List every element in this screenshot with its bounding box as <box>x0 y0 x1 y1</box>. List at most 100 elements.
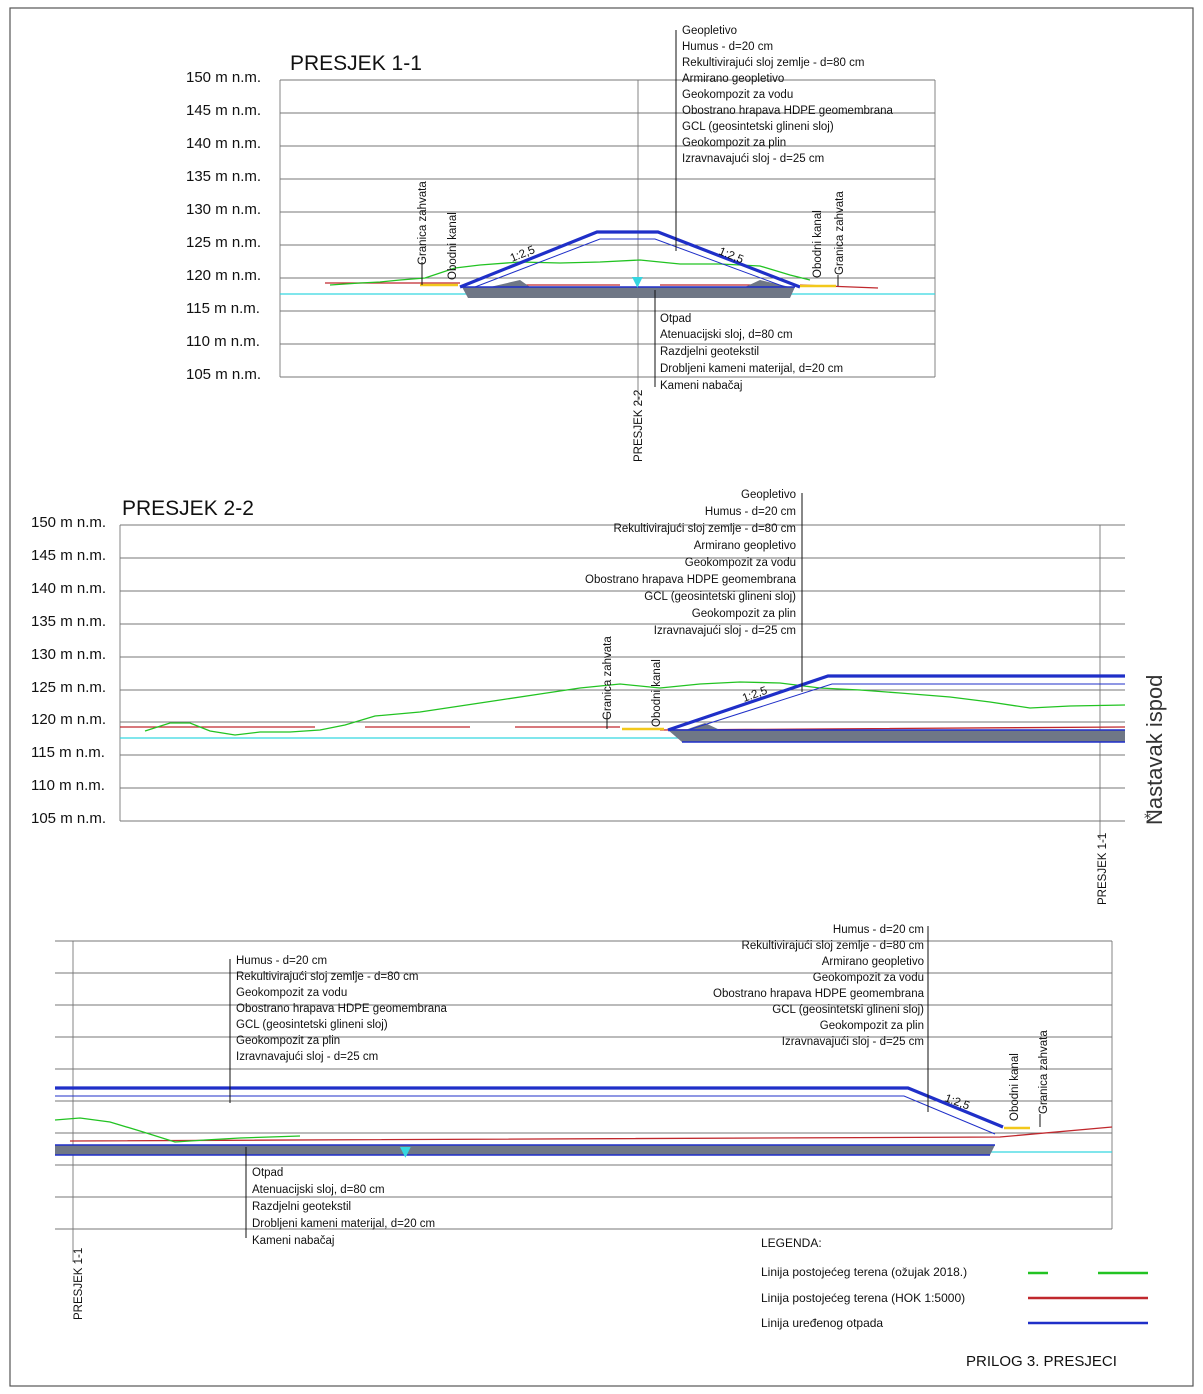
level-label: 140 m n.m. <box>31 580 106 597</box>
section-2-2-levels: 150 m n.m. 145 m n.m. 140 m n.m. 135 m n… <box>31 514 106 827</box>
level-label: 130 m n.m. <box>31 646 106 663</box>
cap-outline <box>55 1088 1003 1127</box>
label-granica-zahvata: Granica zahvata <box>834 191 846 275</box>
layer-label: Geopletivo <box>741 489 796 501</box>
layer-label: Izravnavajući sloj - d=25 cm <box>782 1036 924 1048</box>
cap-inner-outline <box>55 1096 995 1134</box>
layer-label: GCL (geosintetski glineni sloj) <box>772 1004 924 1016</box>
water-level-icon: ▼ <box>400 1144 411 1160</box>
level-label: 130 m n.m. <box>186 201 261 218</box>
layer-label: Humus - d=20 cm <box>236 955 327 967</box>
section-3-left-layers: Humus - d=20 cm Rekultivirajući sloj zem… <box>236 955 448 1063</box>
legend-title: LEGENDA: <box>761 1236 822 1250</box>
layer-label: Geokompozit za plin <box>692 608 796 620</box>
section-1-1-bottom-layers: Otpad Atenuacijski sloj, d=80 cm Razdjel… <box>660 313 843 392</box>
level-label: 150 m n.m. <box>186 69 261 86</box>
label-granica-zahvata: Granica zahvata <box>417 181 429 265</box>
cut-label-presjek-2-2: PRESJEK 2-2 <box>633 390 645 462</box>
waste-base-layer <box>55 1145 995 1155</box>
layer-label: Geokompozit za vodu <box>236 987 347 999</box>
label-obodni-kanal: Obodni kanal <box>447 212 459 280</box>
layer-label: Izravnavajući sloj - d=25 cm <box>682 153 824 165</box>
level-label: 105 m n.m. <box>31 810 106 827</box>
label-obodni-kanal: Obodni kanal <box>651 659 663 727</box>
continuation-note: Nastavak ispod <box>1142 675 1167 825</box>
layer-label: Humus - d=20 cm <box>682 41 773 53</box>
layer-label: Geopletivo <box>682 25 737 37</box>
layer-label: Razdjelni geotekstil <box>252 1201 351 1213</box>
layer-label: Atenuacijski sloj, d=80 cm <box>660 329 793 341</box>
level-label: 125 m n.m. <box>31 679 106 696</box>
section-1-1-top-layers: Geopletivo Humus - d=20 cm Rekultiviraju… <box>682 25 894 165</box>
layer-label: Rekultivirajući sloj zemlje - d=80 cm <box>682 57 864 69</box>
layer-label: Kameni nabačaj <box>660 380 742 392</box>
label-granica-zahvata: Granica zahvata <box>602 636 614 720</box>
section-2-2-title: PRESJEK 2-2 <box>122 497 254 520</box>
layer-label: GCL (geosintetski glineni sloj) <box>236 1019 388 1031</box>
layer-label: Drobljeni kameni materijal, d=20 cm <box>252 1218 435 1230</box>
section-3-bottom-layers: Otpad Atenuacijski sloj, d=80 cm Razdjel… <box>252 1167 435 1247</box>
label-granica-zahvata: Granica zahvata <box>1038 1030 1050 1114</box>
waste-base-layer <box>462 287 795 298</box>
drawing-caption: PRILOG 3. PRESJECI <box>966 1353 1117 1370</box>
level-label: 150 m n.m. <box>31 514 106 531</box>
layer-label: Rekultivirajući sloj zemlje - d=80 cm <box>742 940 924 952</box>
legend-item-label: Linija postojećeg terena (ožujak 2018.) <box>761 1265 967 1279</box>
section-1-1-title: PRESJEK 1-1 <box>290 52 422 75</box>
level-label: 145 m n.m. <box>31 547 106 564</box>
layer-label: Drobljeni kameni materijal, d=20 cm <box>660 363 843 375</box>
layer-label: Armirano geopletivo <box>822 956 924 968</box>
layer-label: Izravnavajući sloj - d=25 cm <box>654 625 796 637</box>
layer-label: Humus - d=20 cm <box>705 506 796 518</box>
layer-label: Obostrano hrapava HDPE geomembrana <box>585 574 797 586</box>
layer-label: Geokompozit za vodu <box>682 89 793 101</box>
level-label: 105 m n.m. <box>186 366 261 383</box>
cut-label-presjek-1-1: PRESJEK 1-1 <box>73 1248 85 1320</box>
waste-base-layer <box>668 730 1125 742</box>
layer-label: Geokompozit za plin <box>236 1035 340 1047</box>
legend-item-label: Linija uređenog otpada <box>761 1316 883 1330</box>
section-1-1-levels: 150 m n.m. 145 m n.m. 140 m n.m. 135 m n… <box>186 69 261 383</box>
legend: LEGENDA: Linija postojećeg terena (ožuja… <box>761 1236 1148 1330</box>
layer-label: Geokompozit za vodu <box>813 972 924 984</box>
layer-label: Obostrano hrapava HDPE geomembrana <box>682 105 894 117</box>
level-label: 120 m n.m. <box>31 711 106 728</box>
asterisk-icon: * <box>1144 811 1151 827</box>
level-label: 140 m n.m. <box>186 135 261 152</box>
level-label: 115 m n.m. <box>186 300 260 317</box>
level-label: 135 m n.m. <box>31 613 106 630</box>
layer-label: Geokompozit za plin <box>820 1020 924 1032</box>
label-obodni-kanal: Obodni kanal <box>812 210 824 278</box>
layer-label: Razdjelni geotekstil <box>660 346 759 358</box>
level-label: 115 m n.m. <box>31 744 105 761</box>
layer-label: Kameni nabačaj <box>252 1235 334 1247</box>
level-label: 110 m n.m. <box>186 333 260 350</box>
berm-left <box>490 280 530 287</box>
survey-terrain-line <box>55 1118 300 1142</box>
cut-label-presjek-1-1: PRESJEK 1-1 <box>1097 833 1109 905</box>
section-continuation: ▼ 1:2,5 Obodni kanal Granica zahvata Hum… <box>55 924 1112 1320</box>
layer-label: Humus - d=20 cm <box>833 924 924 936</box>
level-label: 110 m n.m. <box>31 777 105 794</box>
layer-label: Rekultivirajući sloj zemlje - d=80 cm <box>614 523 796 535</box>
layer-label: Otpad <box>252 1167 283 1179</box>
layer-label: Geokompozit za plin <box>682 137 786 149</box>
section-2-2: PRESJEK 2-2 150 m n.m. 145 m n.m. 140 m … <box>31 489 1167 905</box>
layer-label: Otpad <box>660 313 691 325</box>
level-label: 135 m n.m. <box>186 168 261 185</box>
layer-label: Obostrano hrapava HDPE geomembrana <box>236 1003 448 1015</box>
legend-item-label: Linija postojećeg terena (HOK 1:5000) <box>761 1291 965 1305</box>
level-label: 125 m n.m. <box>186 234 261 251</box>
section-2-2-gridlines <box>120 525 1125 840</box>
layer-label: Geokompozit za vodu <box>685 557 796 569</box>
layer-label: Armirano geopletivo <box>694 540 796 552</box>
layer-label: Atenuacijski sloj, d=80 cm <box>252 1184 385 1196</box>
layer-label: GCL (geosintetski glineni sloj) <box>644 591 796 603</box>
section-2-2-top-layers: Geopletivo Humus - d=20 cm Rekultiviraju… <box>585 489 797 637</box>
layer-label: Armirano geopletivo <box>682 73 784 85</box>
section-3-right-layers: Humus - d=20 cm Rekultivirajući sloj zem… <box>713 924 925 1048</box>
level-label: 120 m n.m. <box>186 267 261 284</box>
level-label: 145 m n.m. <box>186 102 261 119</box>
